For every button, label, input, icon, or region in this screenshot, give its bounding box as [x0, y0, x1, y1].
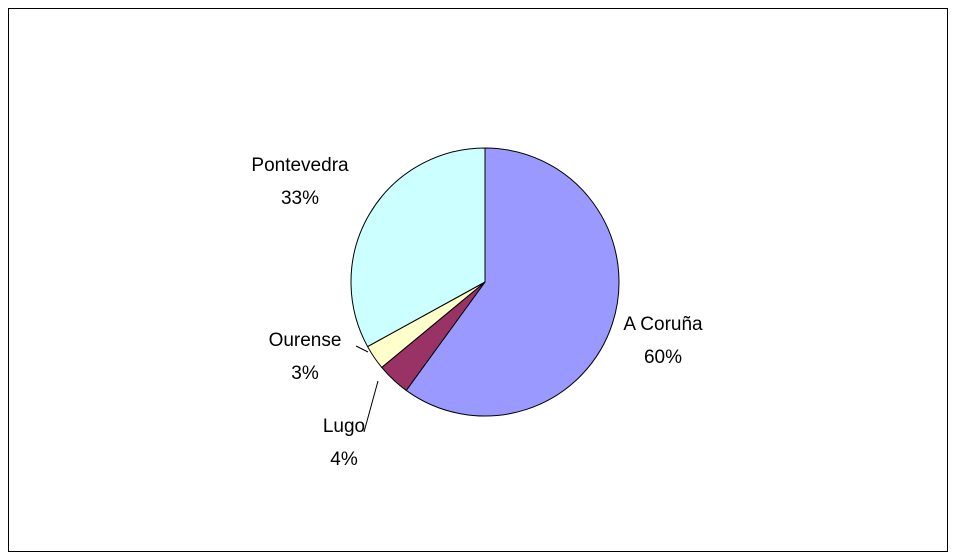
leader-line [363, 380, 379, 433]
slice-label: Lugo [323, 416, 365, 437]
slice-value-label: 4% [330, 449, 358, 470]
slice-value-label: 3% [291, 363, 319, 384]
slice-label: A Coruña [623, 314, 703, 335]
pie-slice [350, 147, 486, 348]
slice-label: Ourense [269, 330, 342, 351]
slice-value-label: 60% [644, 347, 682, 368]
slice-value-label: 33% [281, 188, 319, 209]
pie-slice [405, 147, 620, 417]
leader-line [355, 345, 369, 353]
slice-label: Pontevedra [251, 155, 349, 176]
